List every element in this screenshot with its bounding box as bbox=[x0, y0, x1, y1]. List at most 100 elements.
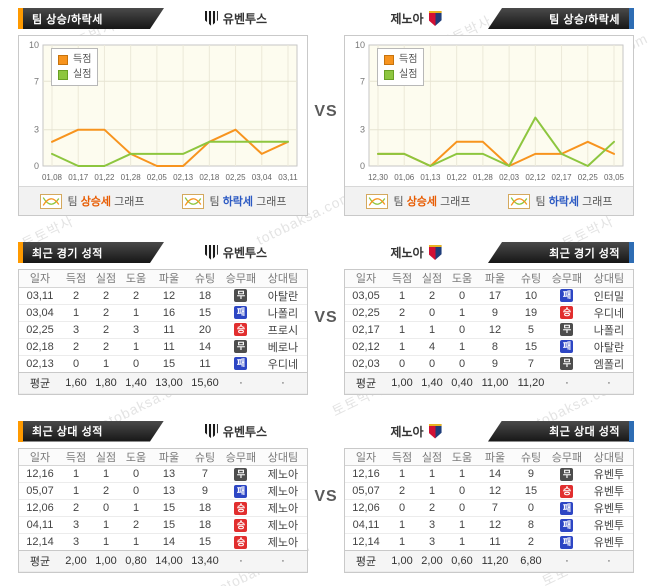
section-title-bar: 팀 상승/하락세 bbox=[488, 8, 634, 29]
stat-cell: 1 bbox=[447, 304, 477, 322]
table-row: 02,25 2 0 1 9 19 승 우디네 bbox=[345, 304, 633, 322]
stat-cell: 15 bbox=[512, 482, 549, 500]
date-cell: 02,25 bbox=[345, 304, 387, 322]
svg-text:12,30: 12,30 bbox=[368, 173, 389, 182]
stat-cell: 2 bbox=[91, 482, 121, 500]
stat-cell: 7 bbox=[186, 465, 223, 483]
stat-cell: 3 bbox=[61, 516, 91, 534]
stat-cell: 8 bbox=[512, 516, 549, 534]
stat-cell: 2 bbox=[61, 499, 91, 517]
vs-divider: VS bbox=[308, 421, 344, 574]
vs-divider: VS bbox=[308, 242, 344, 395]
opponent-cell: 프로시 bbox=[258, 321, 307, 339]
chart-footer-legend: 팀 상승세 그래프 팀 하락세 그래프 bbox=[345, 186, 633, 215]
table-row: 12,14 3 1 1 14 15 승 제노아 bbox=[19, 534, 307, 551]
table-row: 12,06 0 2 0 7 0 패 유벤투 bbox=[345, 499, 633, 517]
table-row: 02,18 2 2 1 11 14 무 베로나 bbox=[19, 338, 307, 356]
result-badge: 패 bbox=[234, 357, 248, 370]
team-label-left: 유벤투스 bbox=[164, 242, 308, 263]
table-header-row: 일자 득점 실점 도움 파울 슈팅 승무패 상대팀 bbox=[19, 270, 307, 288]
section-title-bar: 최근 상대 성적 bbox=[488, 420, 634, 442]
average-cell: · bbox=[584, 371, 633, 394]
trend-chart-card-left: 0 3 7 10 01,08 01,17 01,22 01,28 02,05 02,13 02,18… bbox=[18, 35, 308, 216]
svg-text:02,12: 02,12 bbox=[525, 173, 546, 182]
stat-cell: 15 bbox=[151, 499, 187, 517]
stat-cell: 2 bbox=[387, 304, 417, 322]
rise-graph-legend: 팀 상승세 그래프 bbox=[21, 193, 163, 209]
opponent-cell: 베로나 bbox=[258, 338, 307, 356]
average-cell: · bbox=[222, 550, 259, 572]
stat-cell: 13 bbox=[151, 482, 187, 500]
result-cell: 패 bbox=[222, 482, 259, 500]
team-label-right: 제노아 bbox=[344, 242, 488, 263]
table-row: 04,11 3 1 2 15 18 승 제노아 bbox=[19, 516, 307, 534]
table-header-row: 일자 득점 실점 도움 파울 슈팅 승무패 상대팀 bbox=[19, 448, 307, 466]
table-row: 03,11 2 2 2 12 18 무 아탈란 bbox=[19, 287, 307, 305]
stat-cell: 1 bbox=[447, 338, 477, 356]
h2h-record-row: 최근 상대 성적 유벤투스 일자 득점 실점 도움 파울 슈팅 승무패 상대팀 12,16 1 1 0… bbox=[18, 420, 634, 574]
date-cell: 12,16 bbox=[19, 465, 61, 483]
column-header: 도움 bbox=[121, 448, 151, 466]
rise-graph-legend: 팀 상승세 그래프 bbox=[347, 193, 489, 209]
stat-cell: 0 bbox=[447, 499, 477, 517]
legend-swatch-icon bbox=[58, 69, 68, 80]
result-cell: 패 bbox=[548, 516, 585, 534]
stat-cell: 18 bbox=[186, 516, 223, 534]
stat-cell: 8 bbox=[477, 338, 513, 356]
table-row: 05,07 2 1 0 12 15 승 유벤투 bbox=[345, 482, 633, 500]
section-title-bar: 최근 경기 성적 bbox=[18, 242, 164, 263]
opponent-cell: 유벤투 bbox=[593, 537, 625, 549]
column-header: 상대팀 bbox=[258, 270, 307, 288]
fall-graph-legend: 팀 하락세 그래프 bbox=[489, 193, 631, 209]
stat-cell: 3 bbox=[417, 516, 447, 534]
recent-left-header: 최근 경기 성적 유벤투스 bbox=[18, 242, 308, 263]
opponent-cell: 제노아 bbox=[258, 482, 307, 500]
stat-cell: 0 bbox=[72, 357, 80, 370]
svg-text:03,11: 03,11 bbox=[278, 173, 298, 182]
stat-cell: 2 bbox=[121, 287, 151, 305]
trend-left-panel: 팀 상승/하락세 유벤투스 0 3 7 10 01,08 01,17 01,22 01,28 0… bbox=[18, 8, 308, 216]
page-content: 팀 상승/하락세 유벤투스 0 3 7 10 01,08 01,17 01,22 01,28 0… bbox=[18, 8, 634, 574]
result-cell: 승 bbox=[548, 482, 585, 500]
average-cell: 0,60 bbox=[447, 550, 477, 572]
recent-right-header: 제노아 최근 경기 성적 bbox=[344, 242, 634, 263]
legend-label: 득점 bbox=[73, 54, 92, 65]
team-name: 제노아 bbox=[390, 424, 424, 439]
trend-chart-juventus: 0 3 7 10 01,08 01,17 01,22 01,28 02,05 02,13 02,18… bbox=[19, 36, 307, 186]
result-cell: 무 bbox=[222, 338, 259, 356]
stat-cell: 1 bbox=[417, 482, 447, 500]
team-label-right: 제노아 bbox=[344, 8, 488, 29]
stat-cell: 2 bbox=[61, 287, 91, 305]
average-row: 평균 1,00 2,00 0,60 11,20 6,80 · · bbox=[345, 550, 633, 572]
average-cell: 15,60 bbox=[186, 371, 223, 394]
stat-cell: 2 bbox=[91, 304, 121, 322]
result-cell: 승 bbox=[548, 304, 585, 322]
svg-text:10: 10 bbox=[355, 40, 365, 50]
genoa-crest-icon bbox=[428, 423, 442, 439]
result-cell: 무 bbox=[548, 321, 585, 339]
stat-cell: 4 bbox=[417, 338, 447, 356]
table-row: 02,17 1 1 0 12 5 무 나폴리 bbox=[345, 321, 633, 339]
svg-text:01,06: 01,06 bbox=[394, 173, 415, 182]
average-cell: · bbox=[258, 371, 307, 394]
average-cell: 11,00 bbox=[477, 371, 513, 394]
date-cell: 12,06 bbox=[345, 499, 387, 517]
svg-text:02,03: 02,03 bbox=[499, 173, 520, 182]
trend-chart-genoa: 0 3 7 10 12,30 01,06 01,13 01,22 01,28 02,03 02,12… bbox=[345, 36, 633, 186]
stat-cell: 1 bbox=[387, 516, 417, 534]
column-header: 실점 bbox=[91, 448, 121, 466]
column-header: 파울 bbox=[151, 270, 187, 288]
opponent-cell: 엠폴리 bbox=[593, 358, 625, 371]
stat-cell: 11 bbox=[489, 536, 501, 548]
svg-text:02,17: 02,17 bbox=[552, 173, 573, 182]
stat-cell: 9 bbox=[477, 304, 513, 322]
column-header: 승무패 bbox=[548, 270, 585, 288]
result-badge: 패 bbox=[234, 306, 248, 319]
svg-text:3: 3 bbox=[360, 125, 365, 135]
legend-swatch-icon bbox=[58, 54, 68, 65]
stat-cell: 15 bbox=[151, 516, 187, 534]
stat-cell: 3 bbox=[61, 321, 91, 339]
stat-cell: 12 bbox=[151, 287, 187, 305]
opponent-cell: 인터밀 bbox=[584, 287, 633, 305]
